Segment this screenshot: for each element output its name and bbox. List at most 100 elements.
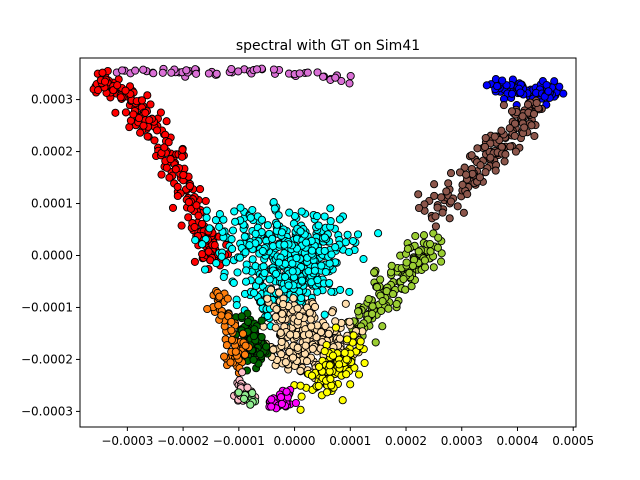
data-point — [178, 152, 187, 161]
data-point — [259, 262, 268, 271]
data-point — [302, 238, 311, 247]
data-point — [263, 311, 272, 321]
data-point — [237, 312, 246, 321]
cluster-12 — [234, 388, 260, 409]
data-point — [312, 333, 321, 342]
data-point — [437, 193, 446, 202]
data-point — [246, 213, 255, 222]
data-point — [304, 330, 314, 339]
data-point — [481, 133, 490, 143]
data-point — [384, 304, 393, 313]
data-point — [215, 222, 224, 231]
data-point — [407, 282, 416, 291]
data-point — [388, 289, 398, 299]
data-point — [414, 190, 423, 199]
cluster-5 — [344, 229, 446, 347]
data-point — [297, 276, 307, 285]
data-point — [242, 266, 251, 275]
data-point — [364, 294, 373, 304]
data-point — [338, 396, 347, 405]
data-point — [277, 350, 286, 359]
data-point — [462, 170, 471, 179]
data-point — [202, 213, 211, 222]
data-point — [420, 256, 429, 265]
cluster-10 — [265, 385, 300, 413]
data-point — [182, 66, 191, 75]
data-point — [177, 221, 186, 230]
data-point — [493, 82, 502, 91]
data-point — [164, 138, 173, 147]
data-point — [437, 257, 446, 266]
data-point — [178, 145, 187, 154]
data-point — [459, 208, 468, 217]
data-point — [293, 343, 302, 352]
data-point — [269, 198, 278, 207]
data-point — [235, 253, 244, 262]
x-tick-label: −0.0003 — [101, 434, 153, 448]
data-point — [258, 246, 267, 256]
data-point — [297, 207, 306, 216]
data-point — [284, 281, 293, 290]
data-point — [319, 72, 328, 81]
data-point — [166, 155, 175, 164]
data-point — [152, 126, 162, 135]
data-point — [266, 285, 276, 294]
data-point — [241, 248, 250, 257]
data-point — [229, 278, 238, 287]
data-point — [118, 66, 127, 75]
data-point — [326, 204, 335, 213]
data-point — [249, 332, 258, 341]
data-point — [296, 405, 305, 414]
data-point — [184, 213, 193, 222]
data-point — [433, 203, 442, 212]
data-point — [498, 76, 507, 85]
x-tick-label: 0.0002 — [385, 434, 427, 448]
data-point — [231, 347, 240, 356]
data-point — [234, 67, 243, 76]
data-point — [516, 88, 525, 97]
data-point — [220, 352, 229, 361]
data-point — [297, 392, 306, 401]
data-point — [387, 261, 396, 270]
data-point — [559, 89, 568, 98]
data-point — [254, 276, 263, 285]
data-point — [236, 203, 245, 212]
data-point — [136, 128, 145, 137]
data-point — [212, 259, 221, 268]
data-point — [302, 357, 312, 366]
data-point — [243, 383, 252, 392]
data-point — [510, 131, 519, 140]
data-point — [257, 332, 266, 342]
data-point — [314, 221, 323, 230]
data-point — [125, 123, 134, 132]
data-point — [540, 92, 549, 101]
x-tick-label: 0.0005 — [552, 434, 594, 448]
data-point — [320, 233, 329, 242]
data-point — [308, 246, 317, 255]
data-point — [228, 226, 238, 235]
data-point — [191, 236, 200, 245]
data-point — [198, 240, 207, 249]
data-point — [343, 335, 352, 344]
data-point — [145, 116, 154, 125]
data-point — [241, 277, 251, 286]
data-point — [158, 68, 167, 77]
data-point — [269, 242, 278, 251]
data-point — [414, 203, 424, 213]
data-point — [377, 306, 386, 315]
data-point — [168, 203, 178, 212]
data-point — [335, 215, 344, 224]
data-point — [276, 393, 286, 402]
data-point — [444, 179, 453, 188]
data-point — [215, 292, 224, 301]
data-point — [527, 121, 536, 130]
data-point — [248, 255, 257, 264]
data-point — [295, 69, 304, 78]
y-tick-label: 0.0003 — [31, 93, 73, 107]
data-point — [201, 196, 210, 206]
data-point — [248, 205, 257, 215]
data-point — [210, 241, 219, 250]
data-point — [288, 353, 298, 362]
data-point — [326, 217, 335, 226]
data-point — [530, 131, 539, 141]
